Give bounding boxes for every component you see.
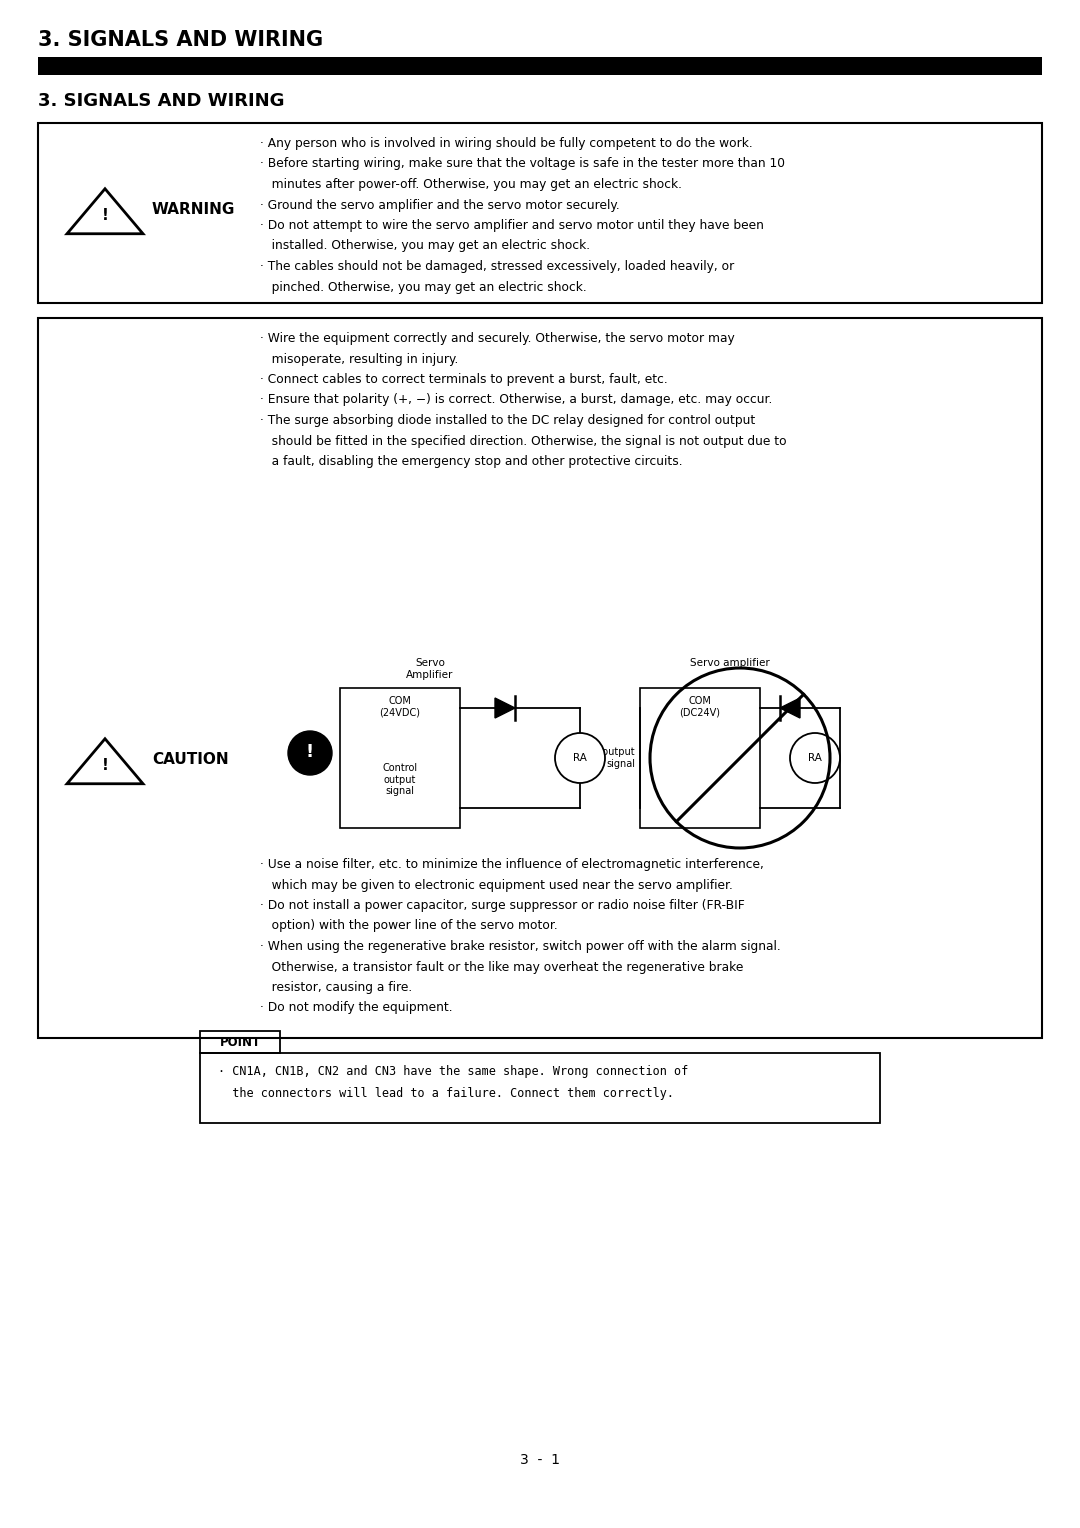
Text: · The cables should not be damaged, stressed excessively, loaded heavily, or: · The cables should not be damaged, stre…	[260, 260, 734, 274]
Text: which may be given to electronic equipment used near the servo amplifier.: which may be given to electronic equipme…	[260, 879, 733, 891]
Text: resistor, causing a fire.: resistor, causing a fire.	[260, 981, 413, 995]
Text: !: !	[102, 758, 108, 773]
Text: Control output
signal: Control output signal	[565, 747, 635, 769]
Polygon shape	[780, 698, 800, 718]
Text: COM
(24VDC): COM (24VDC)	[379, 695, 420, 718]
Text: · Any person who is involved in wiring should be fully competent to do the work.: · Any person who is involved in wiring s…	[260, 138, 753, 150]
Text: · Do not install a power capacitor, surge suppressor or radio noise filter (FR-B: · Do not install a power capacitor, surg…	[260, 898, 745, 912]
Text: !: !	[102, 208, 108, 223]
Text: should be fitted in the specified direction. Otherwise, the signal is not output: should be fitted in the specified direct…	[260, 434, 786, 448]
Text: pinched. Otherwise, you may get an electric shock.: pinched. Otherwise, you may get an elect…	[260, 281, 586, 293]
Circle shape	[288, 730, 332, 775]
Bar	[38, 57, 1042, 75]
Bar	[38, 318, 1042, 1038]
Text: Servo
Amplifier: Servo Amplifier	[406, 659, 454, 680]
Text: · Use a noise filter, etc. to minimize the influence of electromagnetic interfer: · Use a noise filter, etc. to minimize t…	[260, 859, 764, 871]
Polygon shape	[495, 698, 515, 718]
Text: · Before starting wiring, make sure that the voltage is safe in the tester more : · Before starting wiring, make sure that…	[260, 157, 785, 171]
Text: 3. SIGNALS AND WIRING: 3. SIGNALS AND WIRING	[38, 31, 323, 50]
Text: CAUTION: CAUTION	[152, 752, 229, 767]
Bar	[200, 1031, 280, 1053]
Bar	[340, 688, 460, 828]
Text: the connectors will lead to a failure. Connect them correctly.: the connectors will lead to a failure. C…	[218, 1086, 674, 1100]
Text: !: !	[306, 743, 314, 761]
Polygon shape	[67, 189, 143, 234]
Text: WARNING: WARNING	[152, 203, 235, 217]
Bar	[38, 122, 1042, 303]
Text: minutes after power-off. Otherwise, you may get an electric shock.: minutes after power-off. Otherwise, you …	[260, 177, 681, 191]
Text: · Do not attempt to wire the servo amplifier and servo motor until they have bee: · Do not attempt to wire the servo ampli…	[260, 219, 764, 232]
Text: POINT: POINT	[219, 1036, 260, 1048]
Text: installed. Otherwise, you may get an electric shock.: installed. Otherwise, you may get an ele…	[260, 240, 590, 252]
Text: option) with the power line of the servo motor.: option) with the power line of the servo…	[260, 920, 557, 932]
Text: · When using the regenerative brake resistor, switch power off with the alarm si: · When using the regenerative brake resi…	[260, 940, 781, 953]
Text: misoperate, resulting in injury.: misoperate, resulting in injury.	[260, 353, 458, 365]
Polygon shape	[67, 738, 143, 784]
Text: · Ground the servo amplifier and the servo motor securely.: · Ground the servo amplifier and the ser…	[260, 199, 620, 211]
Text: 3. SIGNALS AND WIRING: 3. SIGNALS AND WIRING	[38, 92, 284, 110]
Text: · The surge absorbing diode installed to the DC relay designed for control outpu: · The surge absorbing diode installed to…	[260, 414, 755, 426]
Bar	[640, 688, 760, 828]
Text: Control
output
signal: Control output signal	[382, 762, 418, 796]
Circle shape	[789, 733, 840, 782]
Text: a fault, disabling the emergency stop and other protective circuits.: a fault, disabling the emergency stop an…	[260, 455, 683, 468]
Circle shape	[555, 733, 605, 782]
Text: · Wire the equipment correctly and securely. Otherwise, the servo motor may: · Wire the equipment correctly and secur…	[260, 332, 734, 345]
Text: 3  -  1: 3 - 1	[519, 1453, 561, 1467]
Text: · Ensure that polarity (+, −) is correct. Otherwise, a burst, damage, etc. may o: · Ensure that polarity (+, −) is correct…	[260, 394, 772, 406]
Text: COM
(DC24V): COM (DC24V)	[679, 695, 720, 718]
Bar	[200, 1053, 880, 1123]
Text: RA: RA	[808, 753, 822, 762]
Text: · Do not modify the equipment.: · Do not modify the equipment.	[260, 1001, 453, 1015]
Text: · CN1A, CN1B, CN2 and CN3 have the same shape. Wrong connection of: · CN1A, CN1B, CN2 and CN3 have the same …	[218, 1065, 688, 1077]
Text: · Connect cables to correct terminals to prevent a burst, fault, etc.: · Connect cables to correct terminals to…	[260, 373, 667, 387]
Text: RA: RA	[573, 753, 586, 762]
Text: Servo amplifier: Servo amplifier	[690, 659, 770, 668]
Text: Otherwise, a transistor fault or the like may overheat the regenerative brake: Otherwise, a transistor fault or the lik…	[260, 961, 743, 973]
